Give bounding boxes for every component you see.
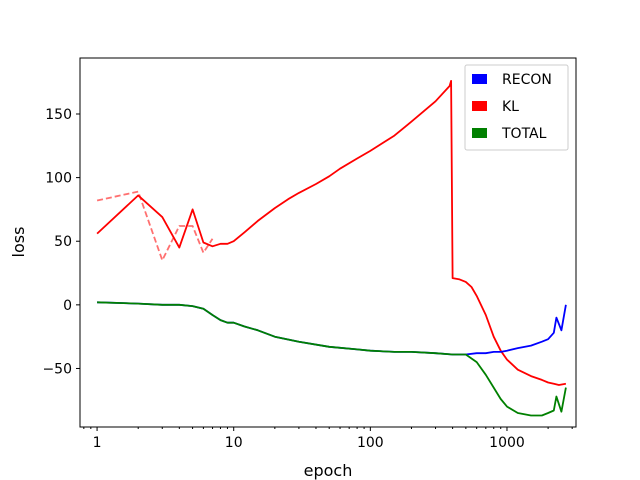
x-tick-label: 1 [93,435,102,451]
series-line-kl-dashed [96,190,214,262]
y-tick-label: −50 [42,361,72,377]
y-axis-label: loss [9,227,28,258]
axes-frame [79,57,577,428]
legend-label: RECON [502,72,552,88]
x-tick-label: 100 [357,435,384,451]
plot-lines [96,80,567,417]
y-axis-ticks: −50 0 50 100 150 [42,107,80,377]
legend-box [464,64,569,151]
legend-label: TOTAL [501,126,547,142]
x-tick-label: 1000 [489,435,525,451]
legend-swatch [472,101,487,111]
series-line-total [97,301,567,417]
legend-swatch [472,128,487,138]
x-tick-label: 10 [225,435,243,451]
y-tick-label: 0 [63,298,72,314]
y-tick-label: 50 [54,234,72,250]
series-line-kl [96,80,567,386]
legend-swatch [472,74,487,84]
y-tick-label: 100 [45,171,72,187]
x-axis-label: epoch [304,461,353,480]
y-tick-label: 150 [45,107,72,123]
legend-label: KL [502,99,519,115]
legend: RECON KL TOTAL [464,64,569,151]
x-axis-ticks: 1 10 100 1000 [83,427,573,451]
